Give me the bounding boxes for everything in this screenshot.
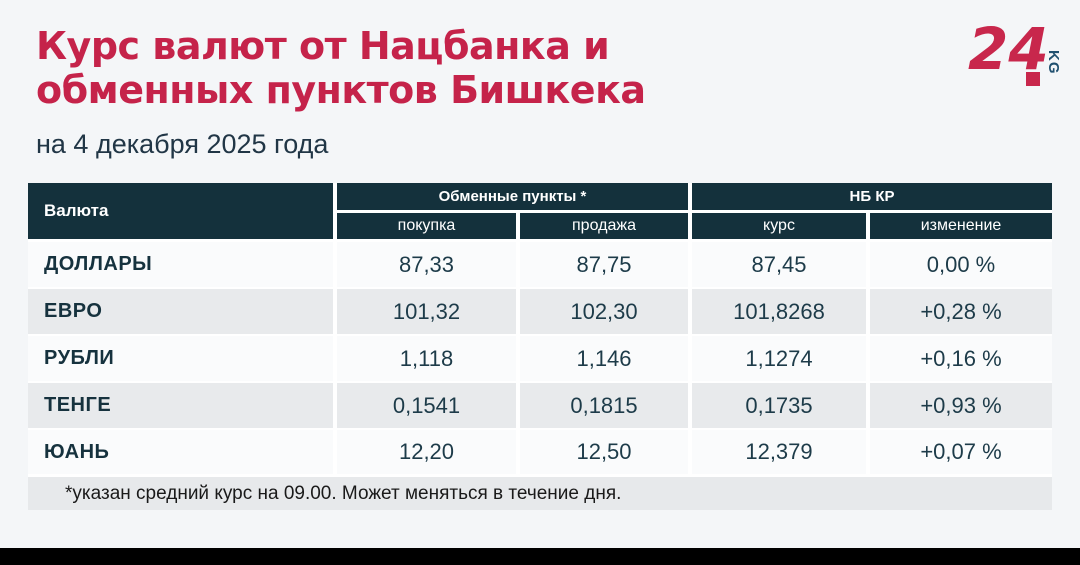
buy-value: 101,32 bbox=[333, 289, 516, 336]
logo-24kg: 24 KG bbox=[968, 15, 1064, 94]
bottom-black-bar bbox=[0, 548, 1080, 565]
table-row-rubles: РУБЛИ 1,118 1,146 1,1274 +0,16 % bbox=[28, 336, 1053, 383]
header-currency: Валюта bbox=[28, 183, 333, 242]
currency-name: ЕВРО bbox=[28, 289, 333, 336]
currency-rates-table: Валюта Обменные пункты * НБ КР покупка п… bbox=[28, 183, 1053, 477]
rate-value: 0,1735 bbox=[688, 383, 866, 430]
table-row-dollars: ДОЛЛАРЫ 87,33 87,75 87,45 0,00 % bbox=[28, 242, 1053, 289]
table-row-euro: ЕВРО 101,32 102,30 101,8268 +0,28 % bbox=[28, 289, 1053, 336]
sell-value: 12,50 bbox=[516, 430, 688, 477]
sell-value: 1,146 bbox=[516, 336, 688, 383]
rate-value: 12,379 bbox=[688, 430, 866, 477]
header-group-nbkr: НБ КР bbox=[688, 183, 1053, 213]
page-title: Курс валют от Нацбанка и обменных пункто… bbox=[36, 24, 950, 112]
page-header: Курс валют от Нацбанка и обменных пункто… bbox=[0, 0, 1080, 160]
currency-name: РУБЛИ bbox=[28, 336, 333, 383]
sell-value: 87,75 bbox=[516, 242, 688, 289]
header-sell: продажа bbox=[516, 213, 688, 242]
header-group-exchange-offices: Обменные пункты * bbox=[333, 183, 688, 213]
buy-value: 12,20 bbox=[333, 430, 516, 477]
header-change: изменение bbox=[866, 213, 1053, 242]
buy-value: 0,1541 bbox=[333, 383, 516, 430]
change-value: +0,16 % bbox=[866, 336, 1053, 383]
header-buy: покупка bbox=[333, 213, 516, 242]
logo-dot-icon bbox=[1026, 72, 1040, 86]
currency-name: ДОЛЛАРЫ bbox=[28, 242, 333, 289]
table-row-tenge: ТЕНГЕ 0,1541 0,1815 0,1735 +0,93 % bbox=[28, 383, 1053, 430]
page-subtitle: на 4 декабря 2025 года bbox=[36, 129, 329, 159]
header-rate: курс bbox=[688, 213, 866, 242]
buy-value: 1,118 bbox=[333, 336, 516, 383]
rate-value: 101,8268 bbox=[688, 289, 866, 336]
currency-name: ЮАНЬ bbox=[28, 430, 333, 477]
logo-kg-text: KG bbox=[1045, 50, 1062, 75]
page-title-line1: Курс валют от Нацбанка и bbox=[36, 24, 610, 68]
table-row-yuan: ЮАНЬ 12,20 12,50 12,379 +0,07 % bbox=[28, 430, 1053, 477]
change-value: +0,07 % bbox=[866, 430, 1053, 477]
change-value: +0,28 % bbox=[866, 289, 1053, 336]
sell-value: 102,30 bbox=[516, 289, 688, 336]
sell-value: 0,1815 bbox=[516, 383, 688, 430]
rate-value: 1,1274 bbox=[688, 336, 866, 383]
change-value: 0,00 % bbox=[866, 242, 1053, 289]
rate-value: 87,45 bbox=[688, 242, 866, 289]
page-title-line2: обменных пунктов Бишкека bbox=[36, 68, 646, 112]
currency-name: ТЕНГЕ bbox=[28, 383, 333, 430]
change-value: +0,93 % bbox=[866, 383, 1053, 430]
footnote: *указан средний курс на 09.00. Может мен… bbox=[28, 477, 1052, 510]
table-group-header-row: Валюта Обменные пункты * НБ КР bbox=[28, 183, 1053, 242]
table-sub-header-row: покупка продажа курс изменение bbox=[28, 213, 1053, 242]
buy-value: 87,33 bbox=[333, 242, 516, 289]
logo-24-text: 24 bbox=[968, 15, 1049, 83]
